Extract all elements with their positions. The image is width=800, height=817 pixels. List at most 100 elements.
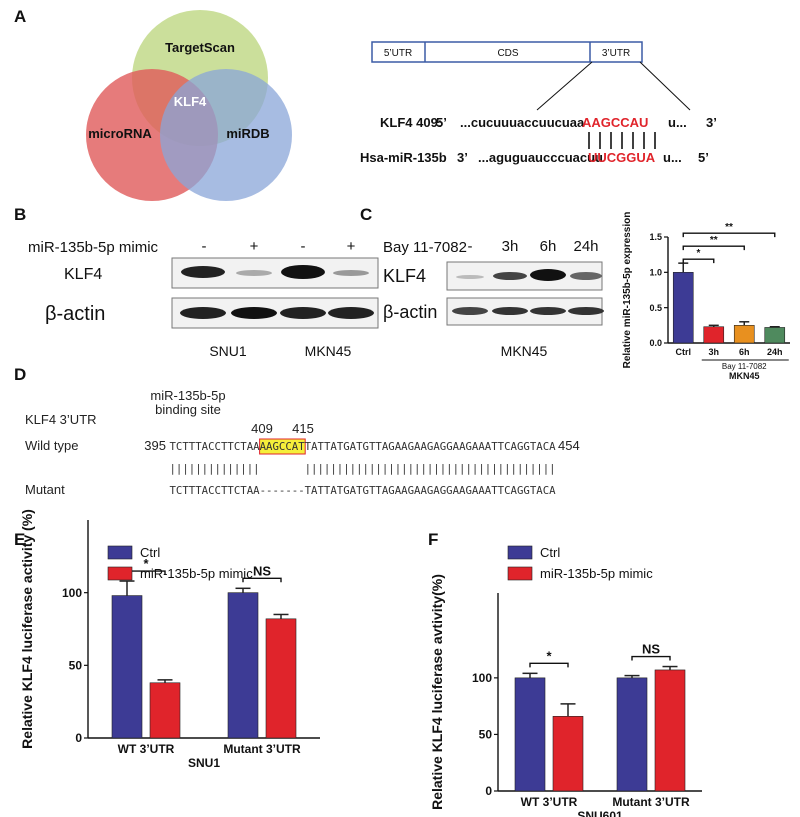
band bbox=[530, 307, 566, 315]
bar bbox=[265, 618, 297, 739]
error-bar bbox=[678, 262, 689, 273]
x-tick-label: 3h bbox=[708, 347, 719, 357]
x-axis-label: SNU601 bbox=[577, 809, 623, 817]
band bbox=[328, 307, 374, 319]
significance-label: * bbox=[143, 556, 149, 571]
panel-label: E bbox=[14, 530, 25, 549]
venn-circle bbox=[160, 69, 292, 201]
site-highlight bbox=[259, 438, 306, 455]
y-tick-label: 50 bbox=[479, 728, 493, 742]
zoom-line bbox=[639, 61, 691, 111]
y-tick-label: 100 bbox=[472, 671, 492, 685]
segment-label: 3’UTR bbox=[602, 48, 630, 59]
y-axis-label: Relative KLF4 luciferase activity (%) bbox=[19, 509, 35, 749]
significance-label: ** bbox=[710, 235, 718, 246]
blot-c: Bay 11-7082 - 3h 6h 24h KLF4 β-actin MKN… bbox=[383, 238, 604, 359]
target-name: KLF4 409: bbox=[380, 115, 442, 130]
bar bbox=[764, 327, 786, 344]
significance-label: * bbox=[546, 648, 552, 663]
bar bbox=[514, 677, 546, 792]
significance-label: ** bbox=[725, 222, 733, 233]
significance-bracket bbox=[682, 245, 745, 251]
legend-label: Ctrl bbox=[540, 545, 560, 560]
legend-label: miR-135b-5p mimic bbox=[540, 566, 653, 581]
x-tick-label: Mutant 3’UTR bbox=[223, 742, 301, 756]
band bbox=[570, 272, 602, 280]
band bbox=[530, 269, 566, 281]
x-tick-label: WT 3’UTR bbox=[118, 742, 175, 756]
panel-label: B bbox=[14, 205, 26, 224]
x-axis-label: SNU1 bbox=[188, 756, 220, 770]
y-tick-label: 50 bbox=[69, 659, 83, 673]
error-bar bbox=[157, 679, 173, 683]
lane-label: 6h bbox=[540, 238, 557, 255]
row-label: β-actin bbox=[45, 303, 105, 325]
zoom-line bbox=[536, 61, 593, 111]
y-tick-label: 0.0 bbox=[649, 338, 662, 348]
row-label: Wild type bbox=[25, 438, 78, 453]
band bbox=[333, 270, 369, 276]
x-axis-label: MKN45 bbox=[729, 371, 760, 381]
site-label: binding site bbox=[155, 402, 221, 417]
y-tick-label: 1.0 bbox=[649, 267, 662, 277]
mirna-tail: u... bbox=[663, 150, 682, 165]
mutant-sequence: TCTTTACCTTCTAA-------TATTATGATGTTAGAAGAA… bbox=[170, 484, 557, 497]
y-axis-label: Relative KLF4 luciferase avtivity(%) bbox=[429, 574, 445, 810]
significance-label: NS bbox=[253, 563, 271, 578]
mirna-name: Hsa-miR-135b bbox=[360, 150, 447, 165]
utr-diagram: 5’UTR CDS 3’UTR KLF4 409: 5’ ...cucuuuac… bbox=[360, 41, 717, 165]
position: 454 bbox=[558, 438, 580, 453]
row-label: β-actin bbox=[383, 302, 437, 322]
bar bbox=[227, 592, 259, 739]
row-label: KLF4 bbox=[64, 266, 102, 283]
bar bbox=[149, 682, 181, 739]
position: 409 bbox=[251, 421, 273, 436]
row-label: Mutant bbox=[25, 482, 65, 497]
lane-label: 24h bbox=[573, 238, 598, 255]
band bbox=[493, 272, 527, 280]
error-bar bbox=[662, 665, 678, 670]
band bbox=[492, 307, 528, 315]
target-site: AAGCCAU bbox=[582, 115, 648, 130]
error-bar bbox=[624, 674, 640, 678]
significance-bracket bbox=[682, 258, 715, 264]
band bbox=[568, 307, 604, 315]
wild-sequence: TCTTTACCTTCTAAAAGCCATTATTATGATGTTAGAAGAA… bbox=[170, 440, 557, 453]
bar bbox=[616, 677, 648, 792]
significance-bracket bbox=[529, 662, 569, 668]
target-seq: ...cucuuuaccuucuaa bbox=[460, 115, 585, 130]
legend-swatch bbox=[507, 566, 533, 581]
error-bar bbox=[739, 321, 750, 326]
seq-site: AAGCCAT bbox=[260, 440, 306, 453]
panel-label: A bbox=[14, 7, 26, 26]
x-tick-label: 24h bbox=[767, 347, 783, 357]
lane-label: - bbox=[202, 238, 207, 255]
position: 395 bbox=[144, 438, 166, 453]
error-bar bbox=[560, 703, 576, 717]
legend-swatch bbox=[107, 545, 133, 560]
significance-bracket bbox=[631, 655, 671, 661]
pairing bbox=[588, 132, 656, 149]
legend-label: Ctrl bbox=[140, 545, 160, 560]
venn-label: TargetScan bbox=[165, 40, 235, 55]
mirna-site: UUCGGUA bbox=[588, 150, 656, 165]
x-tick-label: 6h bbox=[739, 347, 750, 357]
legend-swatch bbox=[107, 566, 133, 581]
venn-intersection: KLF4 bbox=[174, 94, 207, 109]
mirna-end: 3’ bbox=[457, 150, 468, 165]
legend-swatch bbox=[507, 545, 533, 560]
x-tick-label: Mutant 3’UTR bbox=[612, 795, 690, 809]
chart: 0 50 100 Relative KLF4 luciferase activity … bbox=[19, 509, 320, 770]
cell-line: MKN45 bbox=[305, 343, 352, 359]
error-bar bbox=[522, 672, 538, 678]
target-end: 3’ bbox=[706, 115, 717, 130]
panel-label: C bbox=[360, 205, 372, 224]
chart: 0 50 100 Relative KLF4 luciferase avtivity(… bbox=[429, 545, 702, 817]
significance-label: * bbox=[697, 248, 701, 259]
target-tail: u... bbox=[668, 115, 687, 130]
venn-label: miRDB bbox=[226, 126, 269, 141]
band bbox=[181, 266, 225, 278]
y-tick-label: 1.5 bbox=[649, 232, 662, 242]
sequence: miR-135b-5p binding site KLF4 3’UTR 409 … bbox=[25, 388, 580, 497]
seq-part: TCTTTACCTTCTAA bbox=[170, 440, 261, 453]
